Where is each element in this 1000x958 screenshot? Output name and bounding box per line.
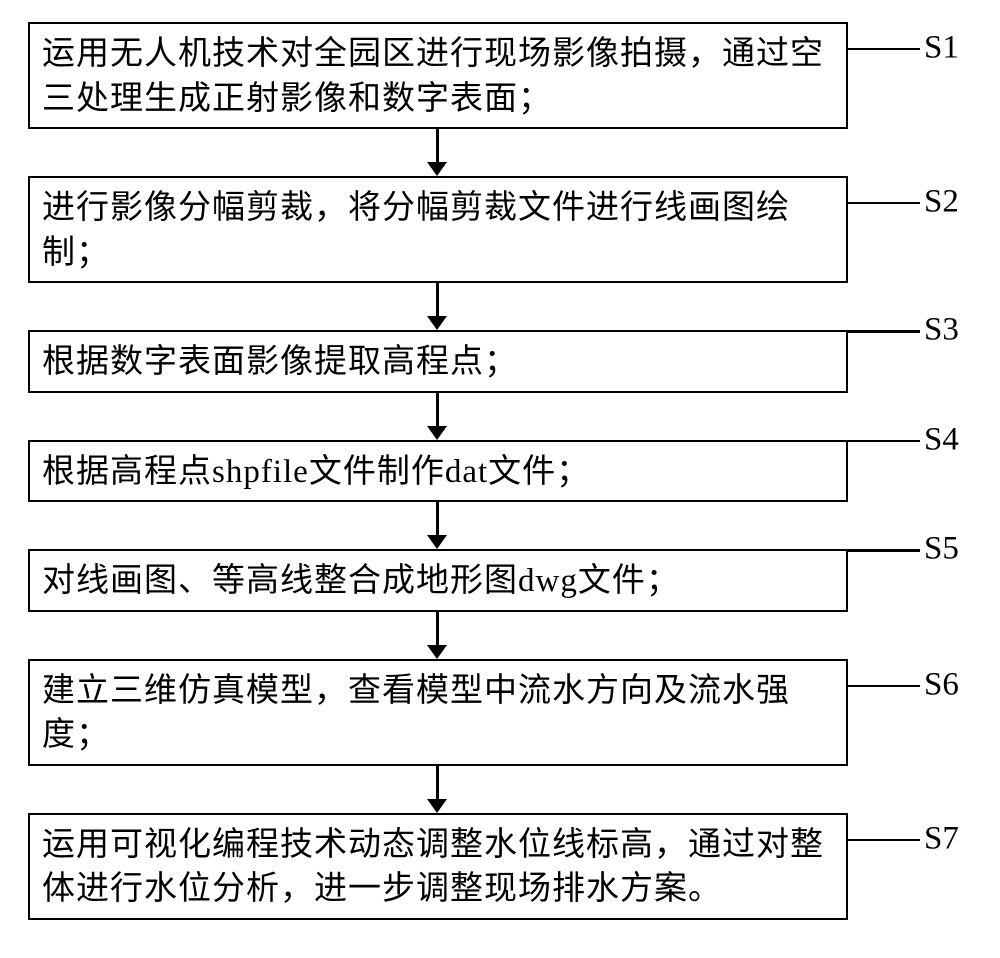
step-label: S5 [924,531,959,568]
flowchart-container: 运用无人机技术对全园区进行现场影像拍摄，通过空三处理生成正射影像和数字表面； S1… [28,22,972,920]
flow-step-box: 进行影像分幅剪裁，将分幅剪裁文件进行线画图绘制； [28,176,848,283]
flow-step-box: 根据数字表面影像提取高程点； [28,330,848,393]
flow-step: 进行影像分幅剪裁，将分幅剪裁文件进行线画图绘制； S2 [28,176,972,283]
step-label: S1 [924,29,959,66]
lead-line [848,549,920,552]
step-label: S4 [924,421,959,458]
lead-line [848,202,920,205]
flow-step-box: 运用可视化编程技术动态调整水位线标高，通过对整体进行水位分析，进一步调整现场排水… [28,813,848,920]
flow-step: 对线画图、等高线整合成地形图dwg文件；S5 [28,549,972,612]
flow-step: 根据数字表面影像提取高程点；S3 [28,330,972,393]
step-label: S3 [924,312,959,349]
step-label: S2 [924,183,959,220]
flow-connector [436,502,439,536]
flow-connector [436,283,439,317]
lead-line [848,48,920,51]
lead-line [848,330,920,333]
flow-step: 运用可视化编程技术动态调整水位线标高，通过对整体进行水位分析，进一步调整现场排水… [28,813,972,920]
flow-connector [436,766,439,800]
flow-step-box: 对线画图、等高线整合成地形图dwg文件； [28,549,848,612]
flow-step: 根据高程点shpfile文件制作dat文件；S4 [28,440,972,503]
arrow-down-icon [427,162,447,176]
step-label: S7 [924,820,959,857]
lead-line [848,839,920,842]
arrow-down-icon [427,535,447,549]
flow-step: 建立三维仿真模型，查看模型中流水方向及流水强度； S6 [28,659,972,766]
flow-connector [436,393,439,427]
arrow-down-icon [427,645,447,659]
flow-step-box: 建立三维仿真模型，查看模型中流水方向及流水强度； [28,659,848,766]
flow-connector [436,129,439,163]
flow-connector [436,612,439,646]
arrow-down-icon [427,426,447,440]
arrow-down-icon [427,799,447,813]
arrow-down-icon [427,316,447,330]
flow-step-box: 运用无人机技术对全园区进行现场影像拍摄，通过空三处理生成正射影像和数字表面； [28,22,848,129]
step-label: S6 [924,666,959,703]
flow-step-box: 根据高程点shpfile文件制作dat文件； [28,440,848,503]
flow-step: 运用无人机技术对全园区进行现场影像拍摄，通过空三处理生成正射影像和数字表面； S1 [28,22,972,129]
lead-line [848,440,920,443]
lead-line [848,685,920,688]
